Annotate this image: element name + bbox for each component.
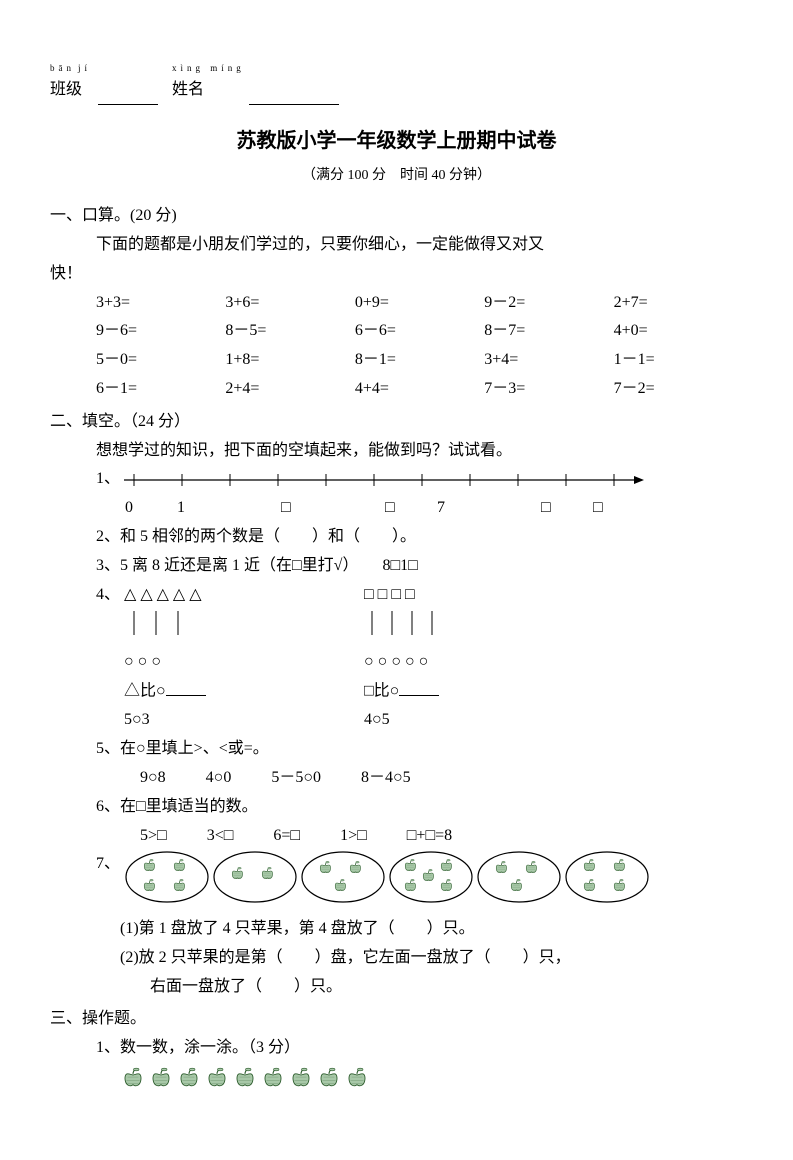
q7: 7、 bbox=[50, 850, 743, 915]
apple-icon bbox=[148, 1063, 174, 1100]
pinyin-ji: jí bbox=[78, 60, 91, 76]
student-info: bān 班级 jí 级 xìng míng 姓名 bbox=[50, 60, 743, 105]
calc-item[interactable]: 9－6= bbox=[96, 317, 225, 346]
calc-item[interactable]: 1+8= bbox=[225, 346, 354, 375]
calc-item[interactable]: 9－2= bbox=[484, 289, 613, 318]
xingming-input[interactable] bbox=[249, 86, 339, 105]
q7-c: 右面一盘放了（ ）只。 bbox=[50, 973, 743, 1002]
banji-input[interactable] bbox=[98, 86, 158, 105]
s3-q1: 1、数一数，涂一涂。（3 分） bbox=[50, 1034, 743, 1063]
apple-row bbox=[50, 1063, 743, 1100]
number-line-labels: 01□□7□□ bbox=[50, 494, 645, 523]
s2-head: 二、填空。（24 分） bbox=[50, 408, 743, 437]
q7-a: (1)第 1 盘放了 4 只苹果，第 4 盘放了（ ）只。 bbox=[50, 915, 743, 944]
numline-label: □ bbox=[281, 494, 333, 523]
q6: 6、在□里填适当的数。 bbox=[50, 793, 743, 822]
label-xingming: 姓名 bbox=[172, 76, 204, 105]
section-3: 三、操作题。 1、数一数，涂一涂。（3 分） bbox=[50, 1005, 743, 1099]
q4-right: □ □ □ □ ○ ○ ○ ○ ○ □比○ 4○5 bbox=[364, 581, 484, 736]
q4-blank-2[interactable] bbox=[399, 677, 439, 696]
calc-item[interactable]: 2+7= bbox=[614, 289, 743, 318]
q6-item[interactable]: 5>□ bbox=[140, 822, 167, 851]
plate bbox=[300, 850, 386, 915]
apple-icon bbox=[204, 1063, 230, 1100]
calc-item[interactable]: 8－7= bbox=[484, 317, 613, 346]
apple-icon bbox=[344, 1063, 370, 1100]
s1-head: 一、口算。(20 分) bbox=[50, 202, 743, 231]
q5-item[interactable]: 9○8 bbox=[140, 764, 166, 793]
q4-blank-1[interactable] bbox=[166, 677, 206, 696]
s2-intro: 想想学过的知识，把下面的空填起来，能做到吗？试试看。 bbox=[50, 437, 743, 466]
apple-icon bbox=[316, 1063, 342, 1100]
calc-row: 9－6=8－5=6－6=8－7=4+0= bbox=[50, 317, 743, 346]
q5: 5、在○里填上>、<或=。 bbox=[50, 735, 743, 764]
calc-item[interactable]: 5－0= bbox=[96, 346, 225, 375]
apple-icon bbox=[120, 1063, 146, 1100]
q7-b: (2)放 2 只苹果的是第（ ）盘，它左面一盘放了（ ）只， bbox=[50, 944, 743, 973]
calc-row: 6－1=2+4=4+4=7－3=7－2= bbox=[50, 375, 743, 404]
q6-items: 5>□ 3<□ 6=□ 1>□ □+□=8 bbox=[50, 822, 743, 851]
q4-left: △ △ △ △ △ ○ ○ ○ △比○ 5○3 bbox=[124, 581, 244, 736]
calc-item[interactable]: 3+4= bbox=[484, 346, 613, 375]
apple-icon bbox=[260, 1063, 286, 1100]
numline-label bbox=[489, 494, 541, 523]
plate bbox=[212, 850, 298, 915]
q6-item[interactable]: □+□=8 bbox=[407, 822, 452, 851]
calc-item[interactable]: 7－3= bbox=[484, 375, 613, 404]
calc-item[interactable]: 4+4= bbox=[355, 375, 484, 404]
calc-item[interactable]: 6－6= bbox=[355, 317, 484, 346]
plate bbox=[476, 850, 562, 915]
match-lines-left bbox=[124, 609, 244, 637]
calc-item[interactable]: 8－5= bbox=[225, 317, 354, 346]
numline-label: 7 bbox=[437, 494, 489, 523]
pinyin-banji: bān bbox=[50, 60, 75, 76]
numline-label: 1 bbox=[177, 494, 229, 523]
calc-row: 3+3=3+6=0+9=9－2=2+7= bbox=[50, 289, 743, 318]
apple-plates bbox=[124, 850, 650, 915]
s3-head: 三、操作题。 bbox=[50, 1005, 743, 1034]
calc-item[interactable]: 1－1= bbox=[614, 346, 743, 375]
q5-item[interactable]: 4○0 bbox=[206, 764, 232, 793]
section-1: 一、口算。(20 分)下面的题都是小朋友们学过的，只要你细心，一定能做得又对又快… bbox=[50, 202, 743, 404]
q5-item[interactable]: 5－5○0 bbox=[271, 764, 321, 793]
apple-icon bbox=[176, 1063, 202, 1100]
calc-item[interactable]: 0+9= bbox=[355, 289, 484, 318]
apple-icon bbox=[232, 1063, 258, 1100]
calc-item[interactable]: 4+0= bbox=[614, 317, 743, 346]
numline-label bbox=[229, 494, 281, 523]
s1-intro-full: 下面的题都是小朋友们学过的，只要你细心，一定能做得又对又快！ bbox=[50, 231, 743, 289]
calc-item[interactable]: 8－1= bbox=[355, 346, 484, 375]
q6-item[interactable]: 1>□ bbox=[340, 822, 367, 851]
calc-row: 5－0=1+8=8－1=3+4=1－1= bbox=[50, 346, 743, 375]
calc-item[interactable]: 7－2= bbox=[614, 375, 743, 404]
calc-item[interactable]: 2+4= bbox=[225, 375, 354, 404]
q6-item[interactable]: 6=□ bbox=[273, 822, 300, 851]
q5-item[interactable]: 8－4○5 bbox=[361, 764, 411, 793]
q3: 3、5 离 8 近还是离 1 近（在□里打√） 8□1□ bbox=[50, 552, 743, 581]
q5-items: 9○8 4○0 5－5○0 8－4○5 bbox=[50, 764, 743, 793]
q4: 4、 △ △ △ △ △ ○ ○ ○ △比○ 5○3 □ □ □ □ bbox=[50, 581, 743, 736]
q1: 1、 bbox=[50, 465, 743, 494]
match-lines-right bbox=[364, 609, 484, 637]
plate bbox=[388, 850, 474, 915]
numline-label: 0 bbox=[125, 494, 177, 523]
section-2: 二、填空。（24 分） 想想学过的知识，把下面的空填起来，能做到吗？试试看。 1… bbox=[50, 408, 743, 1002]
pinyin-xingming: xìng míng bbox=[172, 60, 245, 76]
page-subtitle: （满分 100 分 时间 40 分钟） bbox=[50, 163, 743, 188]
numline-label: □ bbox=[385, 494, 437, 523]
q2: 2、和 5 相邻的两个数是（ ）和（ ）。 bbox=[50, 523, 743, 552]
calc-item[interactable]: 3+6= bbox=[225, 289, 354, 318]
plate bbox=[124, 850, 210, 915]
numline-label: □ bbox=[593, 494, 645, 523]
apple-icon bbox=[288, 1063, 314, 1100]
page-title: 苏教版小学一年级数学上册期中试卷 bbox=[50, 123, 743, 159]
numline-label bbox=[333, 494, 385, 523]
number-line bbox=[124, 468, 644, 492]
plate bbox=[564, 850, 650, 915]
calc-item[interactable]: 3+3= bbox=[96, 289, 225, 318]
numline-label: □ bbox=[541, 494, 593, 523]
q6-item[interactable]: 3<□ bbox=[207, 822, 234, 851]
calc-item[interactable]: 6－1= bbox=[96, 375, 225, 404]
